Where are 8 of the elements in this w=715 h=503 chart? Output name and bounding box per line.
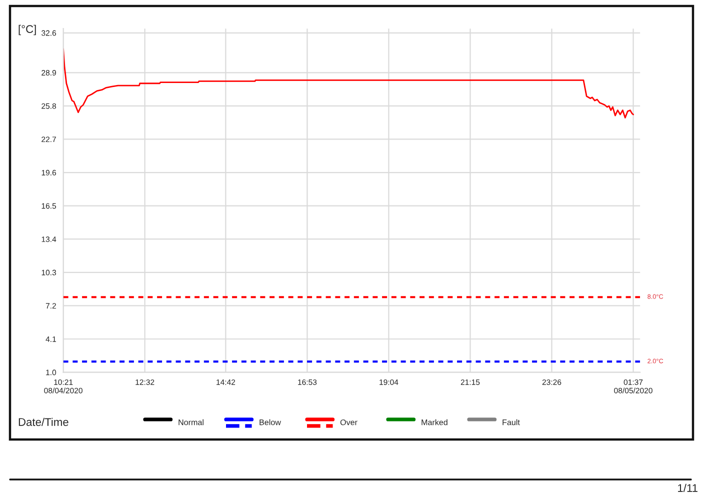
- legend-label: Normal: [178, 419, 204, 426]
- text: 1/11: [678, 484, 698, 492]
- y-axis-title: [°C]: [18, 24, 36, 36]
- legend-label: Over: [340, 419, 358, 426]
- legend-label: Marked: [422, 419, 448, 426]
- legend-label: Fault: [502, 419, 520, 426]
- legend-label: Below: [260, 419, 281, 426]
- x-axis-title: Date/Time: [18, 418, 68, 426]
